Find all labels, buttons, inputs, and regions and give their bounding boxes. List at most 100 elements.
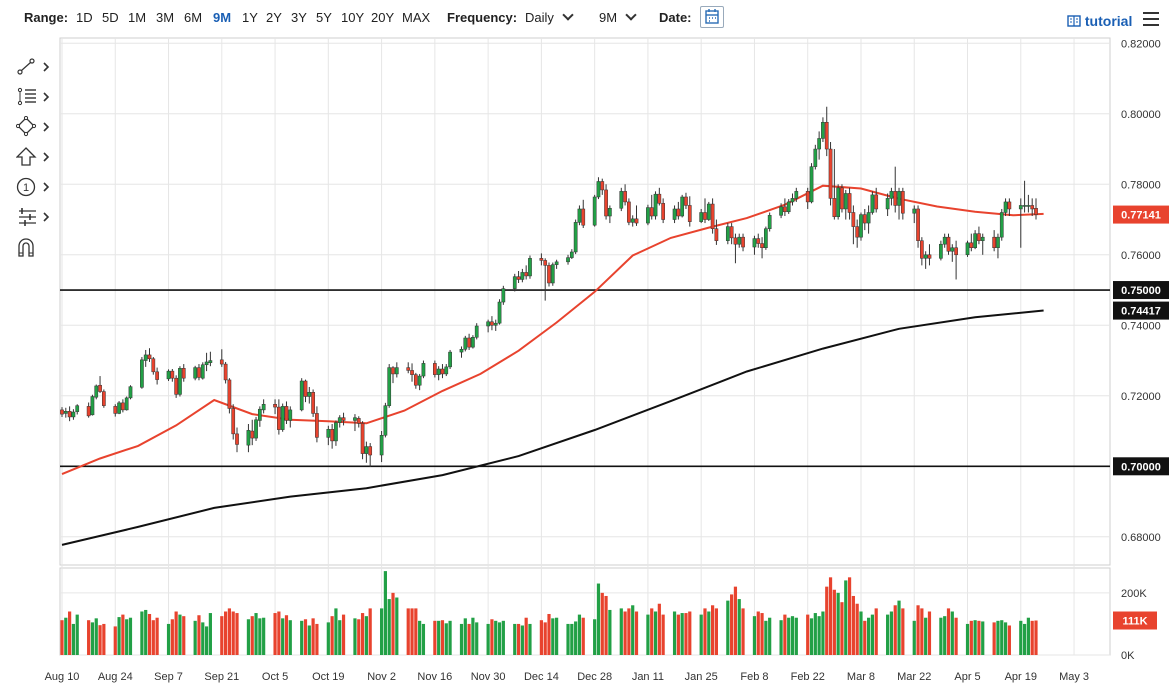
shapes-tool[interactable]	[15, 115, 52, 138]
candle-body	[197, 367, 201, 378]
trendline-tool[interactable]	[16, 56, 52, 78]
candle-body	[604, 189, 608, 217]
candle-body	[687, 205, 692, 222]
volume-bar	[144, 609, 148, 655]
volume-bar	[326, 622, 330, 655]
candle-body	[284, 406, 289, 421]
candle-body	[581, 208, 586, 226]
candle-body	[394, 367, 399, 375]
candle-body	[288, 409, 293, 421]
time-tick-label: Jan 11	[632, 671, 664, 683]
candle-body	[767, 215, 772, 229]
candle-body	[360, 423, 365, 454]
candle-body	[680, 196, 685, 217]
candle-body	[440, 368, 445, 375]
volume-bar	[1030, 620, 1034, 655]
range-10y[interactable]: 10Y	[341, 10, 365, 25]
period-select[interactable]: 9M	[599, 9, 637, 25]
range-20y[interactable]: 20Y	[371, 10, 395, 25]
volume-bar	[574, 621, 578, 655]
volume-bar	[916, 605, 920, 655]
frequency-select[interactable]: Daily	[525, 9, 574, 25]
candle-body	[113, 406, 118, 414]
candle-body	[493, 322, 498, 326]
time-tick-label: Feb 22	[791, 671, 825, 683]
candle-body	[280, 406, 285, 430]
volume-bar	[946, 608, 951, 655]
candle-body	[794, 191, 799, 199]
candle-body	[497, 301, 502, 324]
volume-bar	[787, 617, 791, 655]
volume-bar	[794, 617, 798, 655]
price-tick-label: 0.72000	[1121, 391, 1161, 403]
candle-body	[326, 429, 331, 438]
candle-body	[764, 228, 768, 248]
indicator-tool[interactable]	[16, 206, 52, 228]
candle-body	[467, 337, 471, 348]
time-tick-label: Mar 8	[847, 671, 875, 683]
calendar-button[interactable]	[700, 6, 724, 28]
level-label: 0.75000	[1121, 285, 1161, 297]
volume-bar	[254, 613, 258, 655]
range-2y[interactable]: 2Y	[266, 10, 282, 25]
candle-body	[311, 392, 315, 414]
time-tick-label: Apr 5	[954, 671, 980, 683]
volume-bar	[513, 623, 517, 655]
volume-bar	[847, 577, 852, 655]
candle-body	[90, 396, 95, 416]
candle-body	[916, 208, 920, 241]
range-3m[interactable]: 3M	[156, 10, 175, 25]
range-5y[interactable]: 5Y	[316, 10, 332, 25]
volume-bar	[927, 611, 932, 655]
volume-bar	[981, 621, 985, 655]
range-3y[interactable]: 3Y	[291, 10, 307, 25]
volume-bar	[273, 613, 277, 655]
range-1m[interactable]: 1M	[128, 10, 147, 25]
annotation-tool[interactable]: 1	[16, 176, 52, 198]
magnet-tool[interactable]	[16, 236, 52, 258]
range-1y[interactable]: 1Y	[242, 10, 258, 25]
candle-body	[554, 261, 559, 265]
short-moving-average-line	[61, 184, 1044, 476]
candle-body	[573, 222, 578, 253]
volume-bar	[650, 608, 654, 655]
volume-bar	[741, 608, 745, 655]
range-6m[interactable]: 6M	[184, 10, 203, 25]
range-1d[interactable]: 1D	[76, 10, 93, 25]
candle-body	[490, 321, 494, 326]
candle-body	[703, 212, 707, 220]
long-moving-average-line	[61, 309, 1044, 546]
hamburger-menu-icon[interactable]	[1143, 12, 1159, 26]
volume-bar	[577, 614, 582, 655]
arrow-tool[interactable]	[15, 146, 52, 168]
calendar-icon	[705, 9, 719, 24]
volume-bar	[688, 611, 692, 655]
candle-body	[657, 193, 662, 204]
candle-body	[737, 236, 742, 245]
candle-body	[219, 359, 224, 365]
volume-bar	[448, 620, 452, 655]
volume-bar	[125, 619, 129, 655]
candle-body	[60, 409, 64, 415]
range-5d[interactable]: 5D	[102, 10, 119, 25]
volume-bar	[954, 617, 958, 655]
volume-bar	[855, 603, 859, 655]
candle-body	[1026, 205, 1031, 207]
volume-bar	[98, 625, 102, 655]
time-tick-label: Dec 28	[577, 671, 612, 683]
candle-body	[608, 208, 612, 217]
volume-bar	[939, 617, 943, 655]
volume-bar	[433, 620, 437, 655]
volume-bar	[121, 614, 125, 655]
range-max[interactable]: MAX	[402, 10, 431, 25]
volume-label-box	[1113, 611, 1157, 630]
fibonacci-tool[interactable]	[16, 86, 52, 108]
volume-bar	[752, 616, 757, 655]
date-label: Date:	[659, 10, 692, 25]
range-9m[interactable]: 9M	[213, 10, 232, 25]
candle-body	[1007, 201, 1012, 210]
tutorial-link[interactable]: tutorial	[1067, 13, 1132, 29]
volume-bar	[897, 600, 901, 655]
volume-bar	[608, 609, 612, 655]
